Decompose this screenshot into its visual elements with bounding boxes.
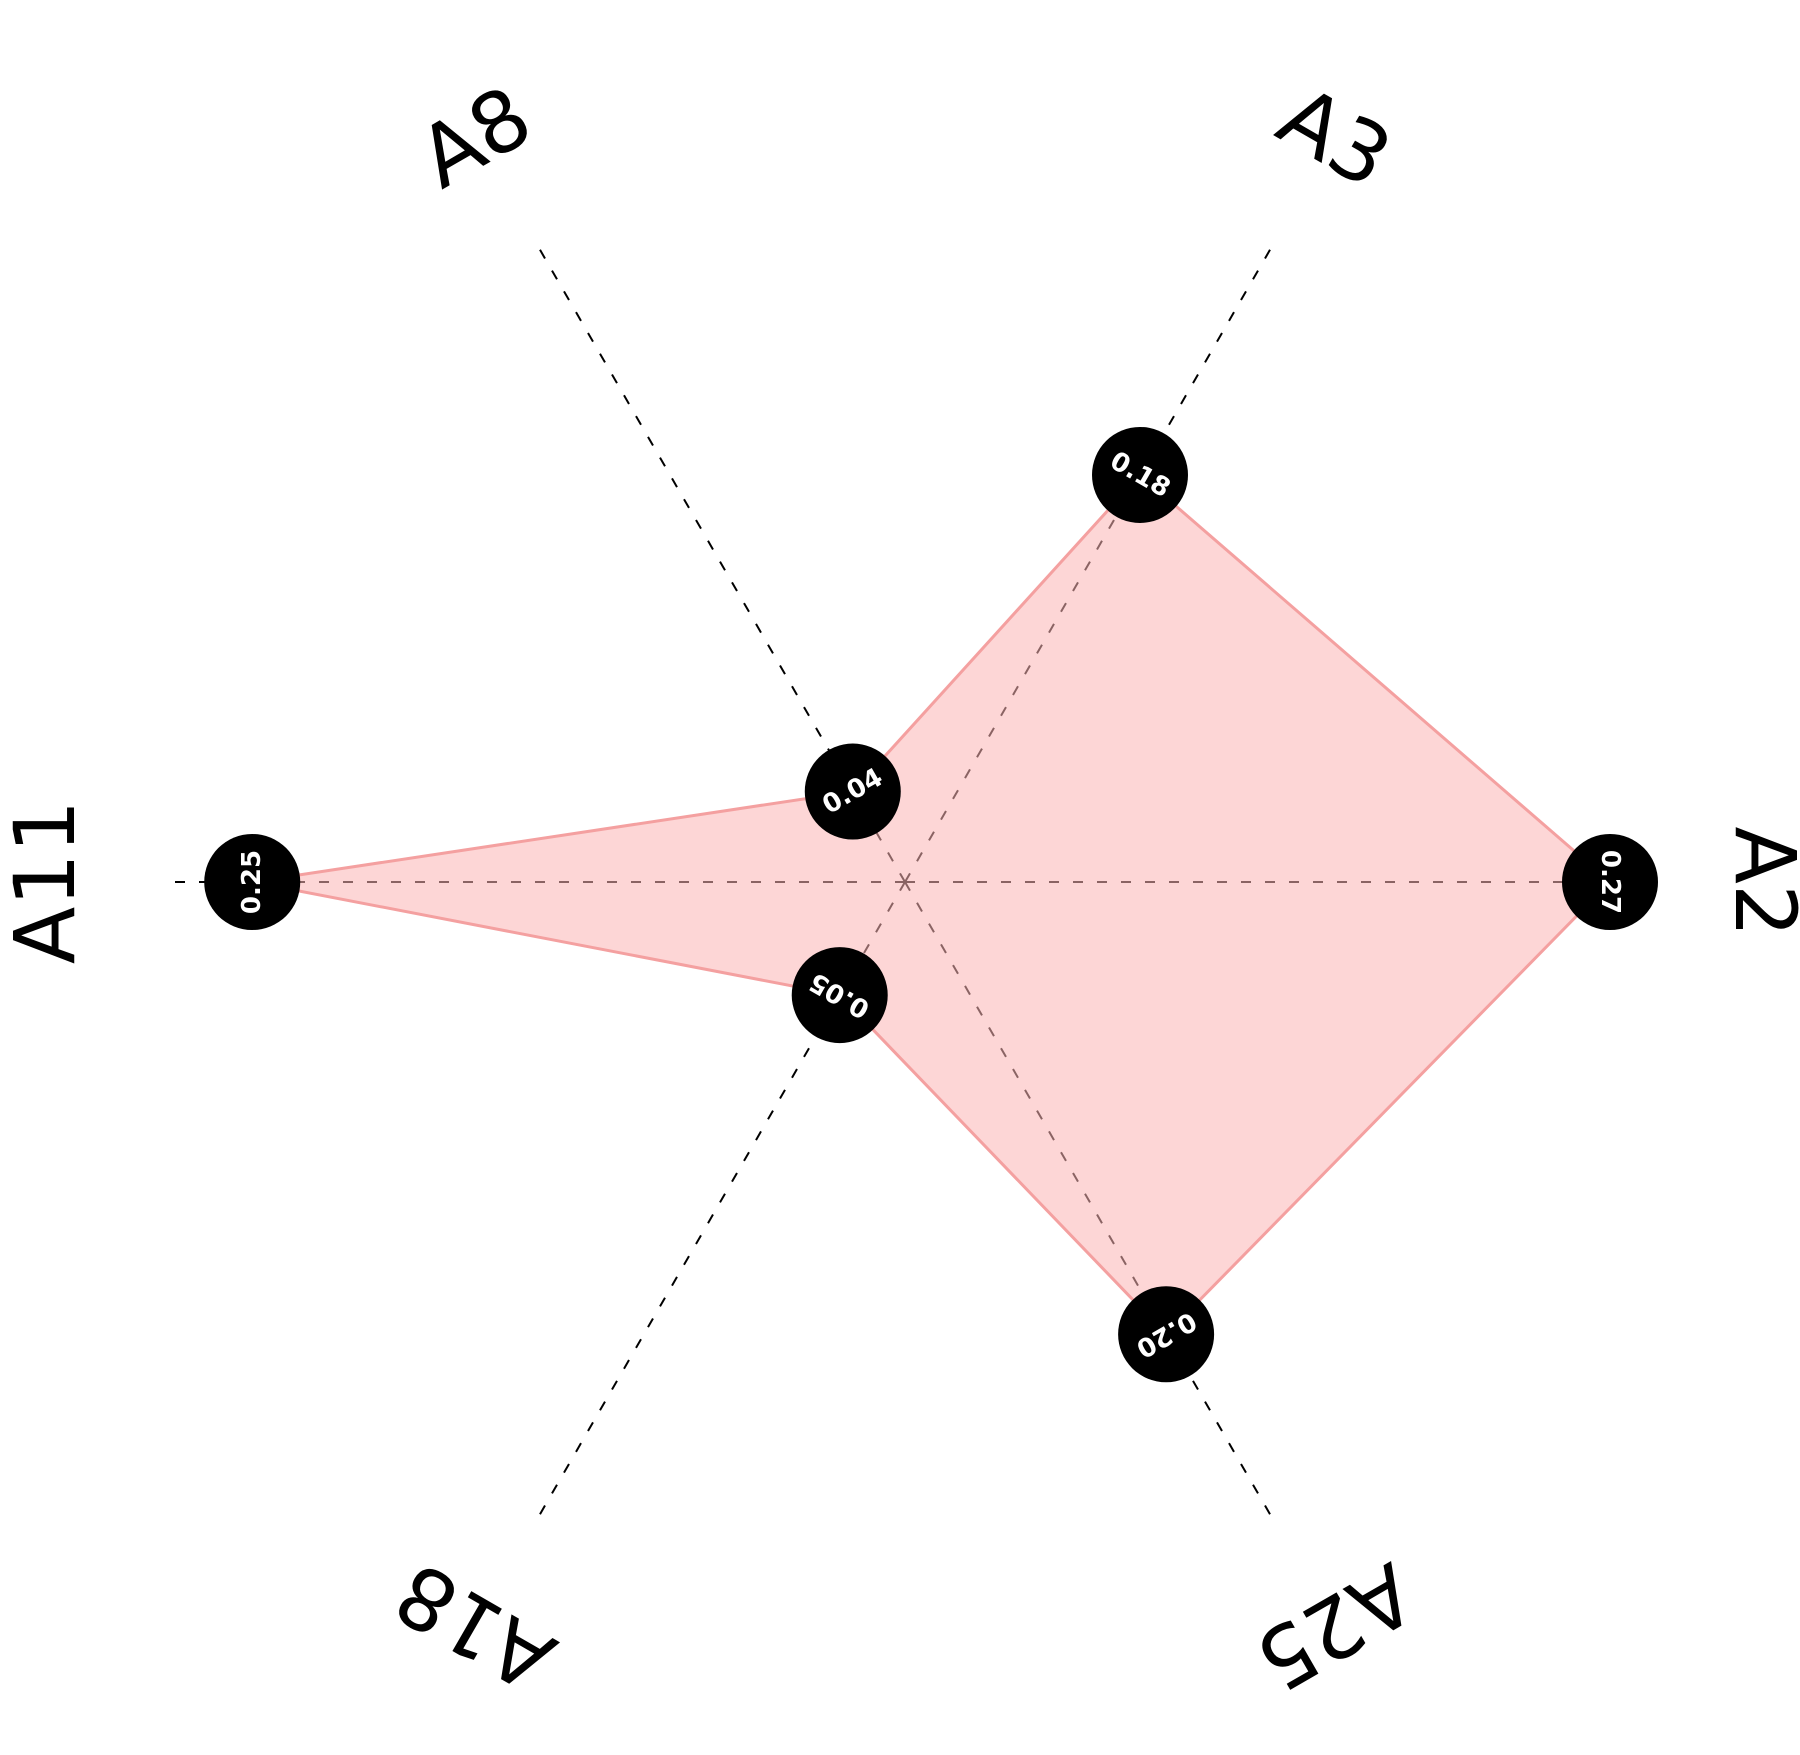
axis-label-a18: A18 [379, 1543, 570, 1710]
data-marker [1118, 1286, 1215, 1383]
data-point-a11: 0.25 [204, 834, 301, 930]
axis-label-a3: A3 [1262, 67, 1407, 207]
data-marker [1562, 834, 1658, 930]
data-point-a2: 0.27 [1562, 834, 1658, 930]
data-label: 0.25 [237, 850, 267, 914]
data-label: 0.27 [1595, 850, 1625, 914]
axis-label-a25: A25 [1239, 1543, 1430, 1710]
axis-label-a2: A2 [1716, 827, 1800, 938]
axis-label-a8: A8 [402, 67, 547, 207]
data-marker [791, 947, 888, 1044]
series-area [251, 472, 1613, 1337]
data-marker [204, 834, 301, 930]
data-marker [1092, 426, 1188, 523]
data-point-a25: 0.20 [1118, 1286, 1215, 1383]
data-marker [804, 743, 901, 840]
marker-layer: 0.27 0.18 0.04 0.25 0.05 0.20 [204, 426, 1658, 1383]
data-point-a18: 0.05 [791, 947, 888, 1044]
axis-label-a11: A11 [0, 800, 94, 964]
data-point-a3: 0.18 [1092, 426, 1188, 523]
data-point-a8: 0.04 [804, 743, 901, 840]
area-layer [251, 472, 1613, 1337]
